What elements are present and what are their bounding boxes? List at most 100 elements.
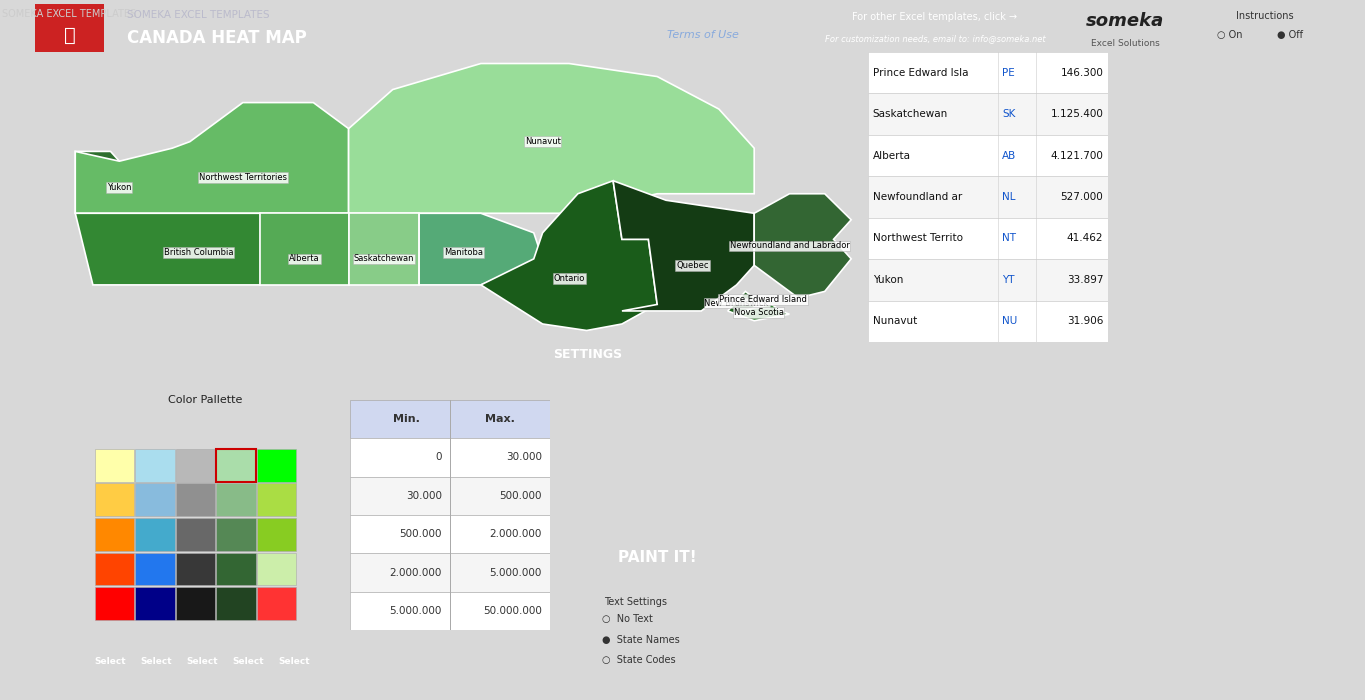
Text: Nova Scotia: Nova Scotia	[733, 308, 784, 317]
Text: 30.000: 30.000	[405, 491, 442, 500]
Text: Prince Edward Island: Prince Edward Island	[719, 295, 807, 304]
Bar	[35, 4, 104, 52]
Bar	[257, 552, 296, 585]
Text: 527.000: 527.000	[1061, 192, 1103, 202]
Text: NU: NU	[1002, 316, 1018, 326]
Text: Newfoundland and Labrador: Newfoundland and Labrador	[729, 241, 849, 251]
Text: Select: Select	[278, 657, 310, 666]
Text: AB: AB	[1002, 150, 1017, 160]
Bar	[216, 484, 255, 516]
Text: PE: PE	[1002, 68, 1016, 78]
Text: CANADA HEAT MAP: CANADA HEAT MAP	[127, 29, 307, 47]
Bar	[176, 587, 216, 620]
Bar	[868, 300, 1108, 342]
Text: 2.000.000: 2.000.000	[490, 529, 542, 539]
Text: ●  State Names: ● State Names	[602, 634, 680, 645]
Polygon shape	[348, 214, 419, 285]
Text: 41.462: 41.462	[1066, 233, 1103, 244]
Polygon shape	[261, 214, 348, 285]
Text: Select: Select	[232, 657, 263, 666]
Bar	[868, 176, 1108, 218]
Text: Select: Select	[94, 657, 126, 666]
Bar	[94, 587, 134, 620]
Text: 500.000: 500.000	[500, 491, 542, 500]
Bar	[94, 518, 134, 551]
Bar	[349, 438, 550, 477]
Text: 0: 0	[435, 452, 442, 463]
Text: Yukon: Yukon	[106, 183, 131, 192]
Bar	[868, 218, 1108, 259]
Bar	[94, 449, 134, 482]
Text: New Brunswick: New Brunswick	[704, 299, 768, 307]
Bar	[216, 518, 255, 551]
Text: Northwest Territo: Northwest Territo	[872, 233, 962, 244]
Text: Quebec: Quebec	[676, 261, 708, 270]
Text: Ontario: Ontario	[553, 274, 584, 283]
Bar	[135, 587, 175, 620]
Text: Color Pallette: Color Pallette	[168, 395, 242, 405]
Text: 31.906: 31.906	[1067, 316, 1103, 326]
Text: Alberta: Alberta	[289, 254, 319, 263]
Text: ○ On: ○ On	[1218, 29, 1242, 39]
Bar	[257, 587, 296, 620]
Text: Instructions: Instructions	[1237, 10, 1294, 20]
Text: Terms of Use: Terms of Use	[667, 30, 738, 40]
Text: someka: someka	[1087, 12, 1164, 30]
Polygon shape	[749, 298, 770, 303]
Text: 30.000: 30.000	[506, 452, 542, 463]
Text: Yukon: Yukon	[872, 275, 904, 285]
Text: Saskatchewan: Saskatchewan	[354, 254, 414, 263]
Bar	[216, 552, 255, 585]
Bar	[868, 52, 1108, 93]
Polygon shape	[75, 103, 348, 214]
Text: NT: NT	[1002, 233, 1017, 244]
Polygon shape	[75, 151, 136, 216]
Bar	[349, 515, 550, 553]
Polygon shape	[613, 181, 755, 311]
Bar	[135, 518, 175, 551]
Text: 🍁: 🍁	[64, 26, 75, 45]
Text: ○  State Codes: ○ State Codes	[602, 655, 676, 665]
Bar	[349, 477, 550, 515]
Text: 1.125.400: 1.125.400	[1050, 109, 1103, 119]
Bar	[176, 518, 216, 551]
Text: Max.: Max.	[485, 414, 515, 424]
Bar	[868, 259, 1108, 300]
Text: British Columbia: British Columbia	[164, 248, 233, 257]
Polygon shape	[75, 214, 261, 285]
Text: 50.000.000: 50.000.000	[483, 606, 542, 616]
Bar	[94, 484, 134, 516]
Text: 2.000.000: 2.000.000	[389, 568, 442, 578]
Bar	[135, 449, 175, 482]
Polygon shape	[419, 214, 542, 285]
Polygon shape	[737, 304, 789, 321]
Text: Nunavut: Nunavut	[872, 316, 917, 326]
Bar	[257, 449, 296, 482]
Text: Min.: Min.	[393, 414, 419, 424]
Bar	[216, 587, 255, 620]
Text: Select: Select	[141, 657, 172, 666]
Text: 500.000: 500.000	[400, 529, 442, 539]
Text: YT: YT	[1002, 275, 1016, 285]
Polygon shape	[728, 291, 755, 314]
Text: Manitoba: Manitoba	[444, 248, 483, 257]
Bar	[176, 449, 216, 482]
Polygon shape	[755, 194, 852, 298]
Text: 5.000.000: 5.000.000	[389, 606, 442, 616]
Text: Saskatchewan: Saskatchewan	[872, 109, 949, 119]
Text: Newfoundland ar: Newfoundland ar	[872, 192, 962, 202]
Bar	[349, 400, 550, 438]
Polygon shape	[480, 181, 657, 330]
Bar	[257, 518, 296, 551]
Text: 33.897: 33.897	[1066, 275, 1103, 285]
Bar	[216, 449, 255, 482]
Text: ○  No Text: ○ No Text	[602, 614, 652, 624]
Text: Select: Select	[186, 657, 218, 666]
Bar	[135, 484, 175, 516]
Bar	[868, 135, 1108, 176]
Bar	[176, 552, 216, 585]
Text: Northwest Territories: Northwest Territories	[199, 173, 287, 182]
Bar	[868, 93, 1108, 135]
Bar	[94, 552, 134, 585]
Text: Alberta: Alberta	[872, 150, 910, 160]
